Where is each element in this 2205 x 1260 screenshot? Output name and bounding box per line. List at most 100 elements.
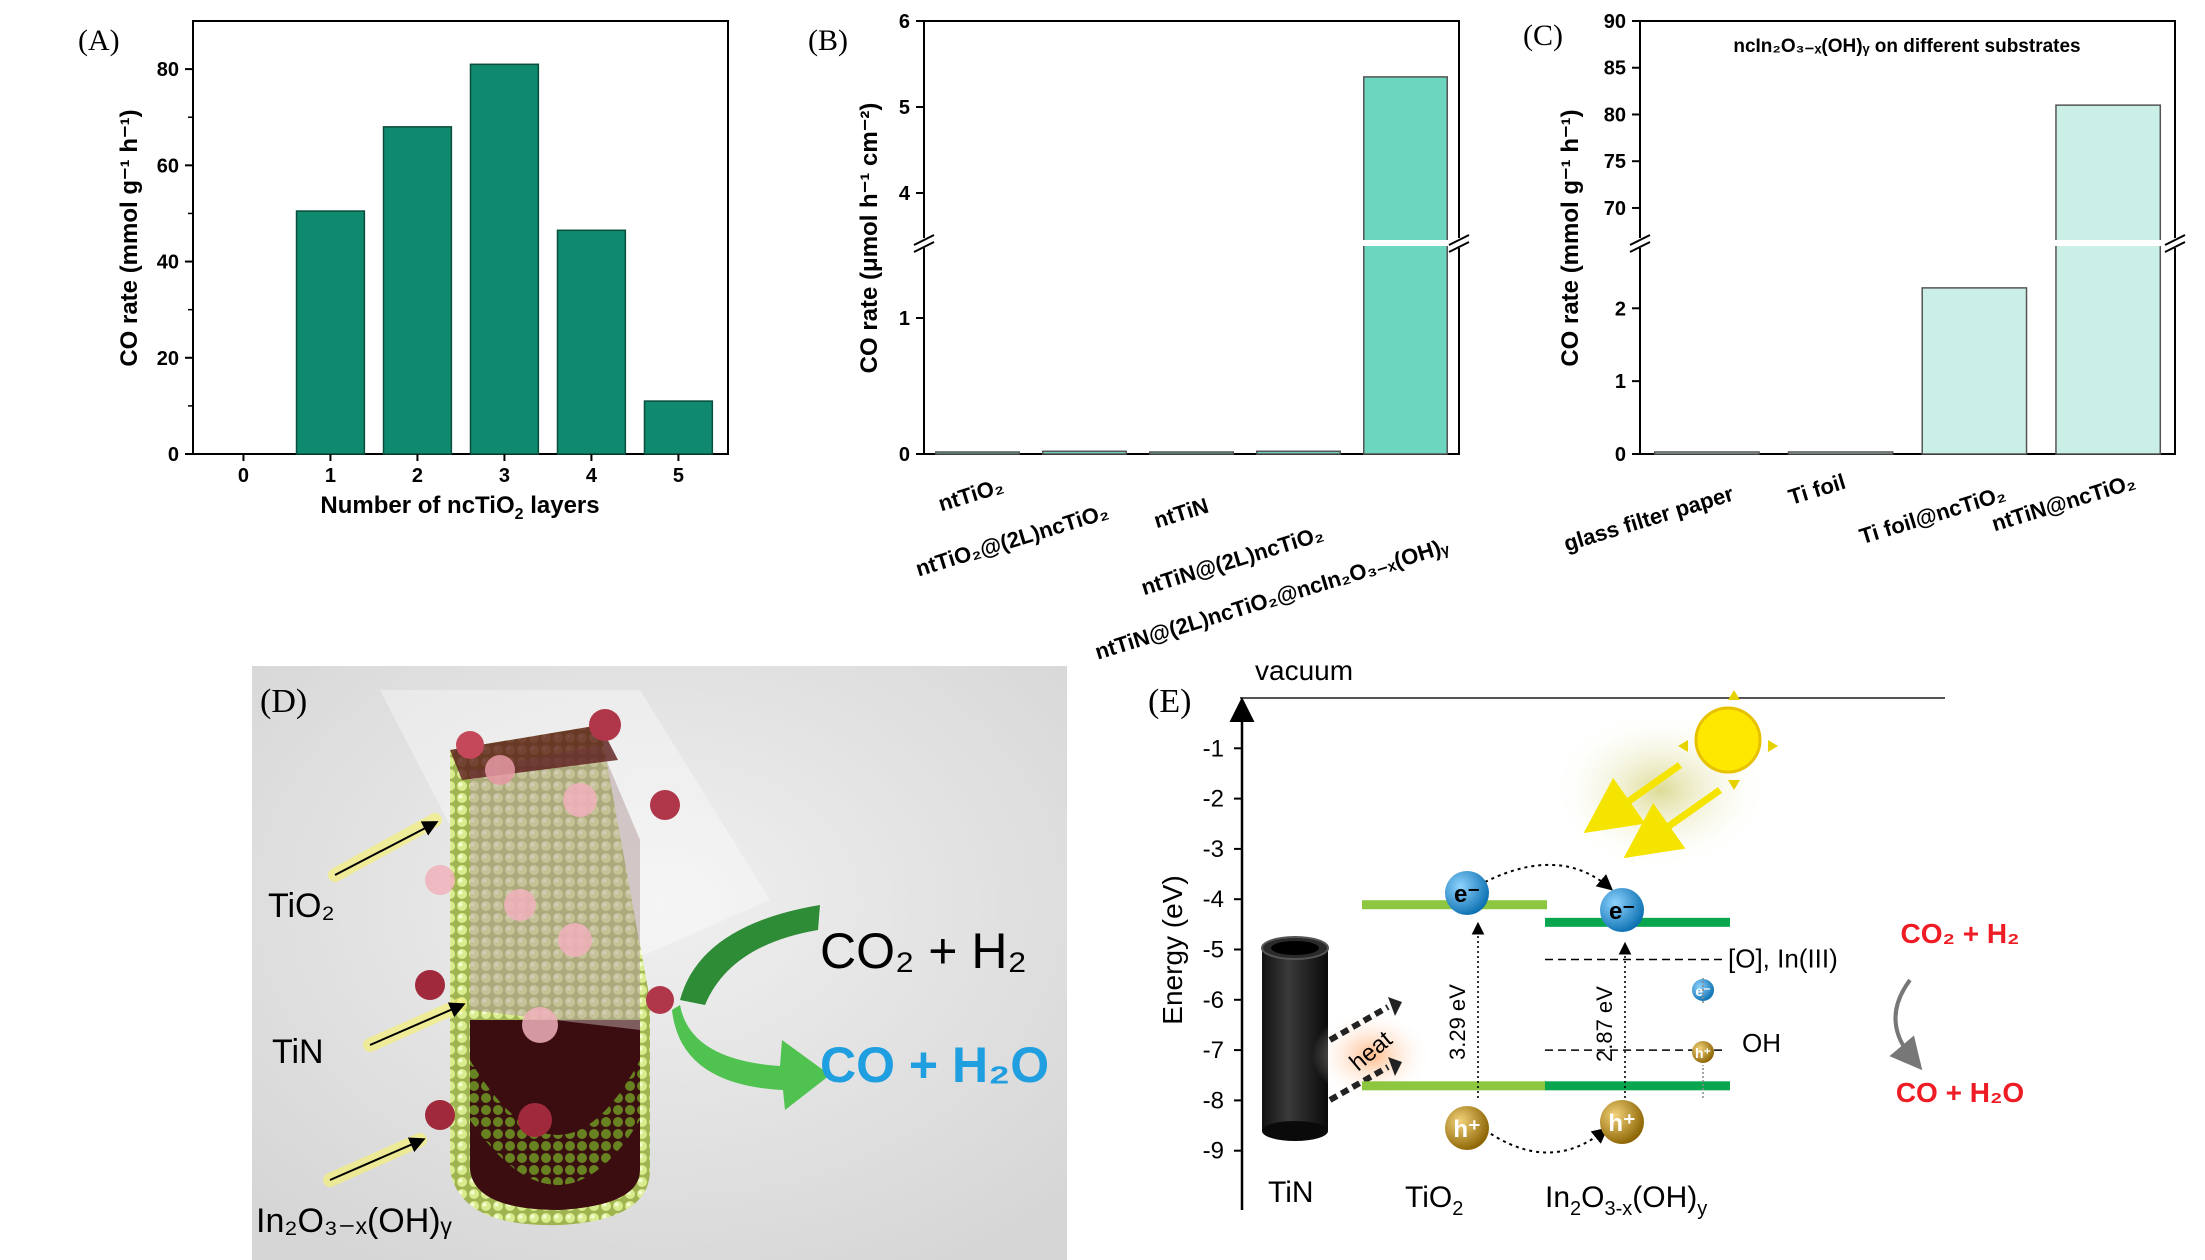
panel-c-break-mark xyxy=(1629,234,1651,246)
panel-b-axis-gap xyxy=(918,238,930,248)
panel-c-bar xyxy=(1921,287,2028,455)
defect-level-o-label: [O], In(III) xyxy=(1728,944,1838,974)
panel-b-bar-break xyxy=(1361,240,1450,246)
svg-text:h⁺: h⁺ xyxy=(1695,1045,1711,1061)
panel-c-xtick-label: glass filter paper xyxy=(1561,481,1737,557)
panel-c-xtick-label: Ti foil xyxy=(1785,469,1848,510)
vacuum-label: vacuum xyxy=(1255,655,1353,686)
tio2-gap-label: 3.29 eV xyxy=(1445,984,1470,1060)
panel-c-ytick-label: 80 xyxy=(1604,104,1626,126)
panel-c-bar xyxy=(2055,104,2162,455)
in2o3-gap-label: 2.87 eV xyxy=(1592,986,1617,1062)
energy-ytick-label: -9 xyxy=(1203,1138,1224,1165)
svg-text:e⁻: e⁻ xyxy=(1609,898,1635,925)
panel-b-break-mark xyxy=(1448,234,1470,246)
panel-a-bar xyxy=(556,229,627,455)
panel-c-xtick-label: Ti foil@ncTiO₂ xyxy=(1856,481,2008,549)
panel-c-break-mark xyxy=(2164,234,2186,246)
in2o3-label: In₂O₃₋ₓ(OH)ᵧ xyxy=(256,1202,453,1240)
panel-c-ytick-label: 75 xyxy=(1604,151,1626,173)
tin-material-label: TiN xyxy=(1268,1176,1314,1209)
electron-transfer-arrow xyxy=(1484,864,1614,891)
sun-icon xyxy=(1678,690,1778,790)
panel-b-bar xyxy=(1256,450,1341,455)
co2-in-arrow xyxy=(680,905,820,1005)
panel-a-bar xyxy=(643,400,714,455)
panel-c-ytick-label: 1 xyxy=(1615,371,1626,393)
energy-ytick-label: -1 xyxy=(1203,735,1224,762)
panel-a-xtick-label: 2 xyxy=(412,465,423,487)
panel-a-label: (A) xyxy=(78,24,120,57)
panel-c-ytick-label: 2 xyxy=(1615,298,1626,320)
in2o3-pointer xyxy=(323,1133,427,1187)
defect-level-oh-label: OH xyxy=(1742,1028,1781,1058)
tio2-label: TiO₂ xyxy=(268,887,335,925)
panel-c-xtick-label: ntTiN@ncTiO₂ xyxy=(1989,469,2139,536)
panel-c-bar xyxy=(1653,451,1760,455)
energy-ytick-label: -7 xyxy=(1203,1037,1224,1064)
tin-pointer xyxy=(363,998,467,1052)
panel-c-axis-gap xyxy=(1634,238,1646,248)
svg-text:h⁺: h⁺ xyxy=(1453,1116,1480,1143)
energy-ytick-label: -5 xyxy=(1203,937,1224,964)
in2o3-valence-band xyxy=(1545,1081,1730,1091)
panel-c-ylabel: CO rate (mmol g⁻¹ h⁻¹) xyxy=(1557,109,1584,366)
svg-text:h⁺: h⁺ xyxy=(1608,1110,1635,1137)
panel-a-bar xyxy=(469,63,540,455)
nanotube-illustration xyxy=(450,725,650,1226)
panel-d: (D) xyxy=(252,666,1067,1260)
panel-a-xtick-label: 5 xyxy=(673,465,684,487)
panel-a-ytick-label: 40 xyxy=(157,252,179,274)
panel-a-ytick-label: 60 xyxy=(157,155,179,177)
panel-a-bar xyxy=(382,126,453,455)
panel-b-break-mark xyxy=(1448,241,1470,253)
panel-a-xtick-label: 3 xyxy=(499,465,510,487)
panel-c-ytick-label: 0 xyxy=(1615,444,1626,466)
panel-b-ytick-label: 6 xyxy=(899,11,910,33)
panel-a: (A) 0 20 40 60 80 0 1 2 3 4 5 CO rate (mmol g⁻¹ h… xyxy=(78,20,729,523)
electron-tio2: e⁻ xyxy=(1445,871,1489,915)
energy-ytick-label: -4 xyxy=(1203,886,1224,913)
tin-cylinder xyxy=(1261,936,1329,1141)
energy-axis-label: Energy (eV) xyxy=(1157,875,1188,1024)
panel-a-ylabel: CO rate (mmol g⁻¹ h⁻¹) xyxy=(116,109,143,366)
panel-a-plot-frame xyxy=(192,20,729,455)
panel-d-reaction-in: CO₂ + H₂ xyxy=(820,923,1027,979)
panel-e-reaction-out: CO + H₂O xyxy=(1896,1077,2024,1108)
panel-c-label: (C) xyxy=(1523,19,1563,52)
panel-e-label: (E) xyxy=(1148,683,1191,720)
hole-tio2: h⁺ xyxy=(1445,1106,1489,1150)
panel-b-break-mark xyxy=(913,241,935,253)
panel-a-bar xyxy=(295,210,366,455)
light-arrow-1 xyxy=(1583,762,1683,834)
panel-c-bar-break xyxy=(2053,240,2163,246)
heat-arrow-1 xyxy=(1328,1004,1390,1043)
panel-b-ytick-label: 0 xyxy=(899,444,910,466)
energy-ytick-label: -8 xyxy=(1203,1087,1224,1114)
panel-a-xtick-label: 0 xyxy=(238,465,249,487)
hole-trap: h⁺ xyxy=(1692,1041,1714,1063)
tio2-material-label: TiO2 xyxy=(1405,1181,1463,1220)
panel-b-ylabel: CO rate (μmol h⁻¹ cm⁻²) xyxy=(856,103,883,374)
panel-c-bar xyxy=(1787,451,1894,455)
tio2-valence-band xyxy=(1362,1081,1547,1091)
in2o3-particles xyxy=(415,709,680,1137)
panel-b-bar xyxy=(1149,451,1234,455)
panel-c-ytick-label: 90 xyxy=(1604,11,1626,33)
tio2-pointer xyxy=(328,813,442,882)
panel-a-xtick-label: 1 xyxy=(325,465,336,487)
heat-arrow-2 xyxy=(1328,1064,1390,1103)
panel-e: (E) vacuum -1 -2 -3 -4 -5 -6 -7 -8 -9 Energy (eV… xyxy=(1148,655,2024,1220)
tin-label: TiN xyxy=(272,1033,324,1071)
panel-a-ytick-label: 20 xyxy=(157,348,179,370)
panel-e-reaction-in: CO₂ + H₂ xyxy=(1900,918,2019,949)
panel-c-title: ncIn₂O₃₋ₓ(OH)ᵧ on different substrates xyxy=(1733,36,2080,57)
panel-c-ytick-label: 70 xyxy=(1604,198,1626,220)
panel-b-label: (B) xyxy=(808,24,848,57)
hole-in2o3: h⁺ xyxy=(1600,1100,1644,1144)
panel-b-ytick-label: 5 xyxy=(899,97,910,119)
energy-ytick-label: -3 xyxy=(1203,836,1224,863)
